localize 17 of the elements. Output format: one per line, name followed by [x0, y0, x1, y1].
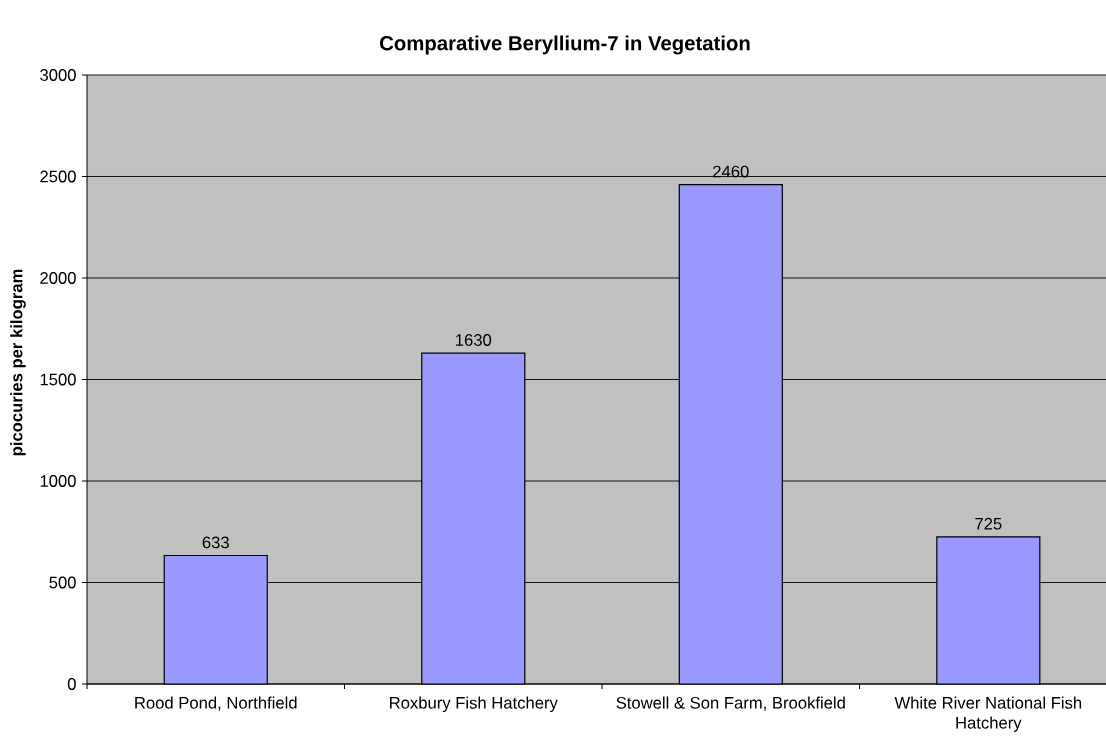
chart-title: Comparative Beryllium-7 in Vegetation	[380, 35, 750, 55]
x-tick-label: Stowell & Son Farm, Brookfield	[616, 696, 845, 711]
y-tick-label: 2500	[40, 170, 76, 183]
y-tick-label: 1000	[40, 475, 76, 487]
data-label: 725	[975, 517, 1002, 530]
x-tick-label: Roxbury Fish Hatchery	[390, 696, 558, 713]
y-tick-label: 1500	[40, 373, 76, 386]
data-label: 2460	[713, 165, 749, 178]
y-tick-label: 0	[67, 678, 76, 690]
y-tick-label: 500	[49, 576, 76, 589]
data-label: 633	[202, 536, 229, 549]
data-label: 1630	[456, 334, 492, 346]
y-axis-title: picocuries per kilogram	[10, 269, 26, 456]
x-tick-label: Rood Pond, Northfield	[135, 696, 297, 711]
y-tick-label: 2000	[40, 272, 76, 284]
x-tick-label: White River National Fish Hatchery	[894, 696, 1082, 732]
y-tick-label: 3000	[40, 69, 76, 81]
